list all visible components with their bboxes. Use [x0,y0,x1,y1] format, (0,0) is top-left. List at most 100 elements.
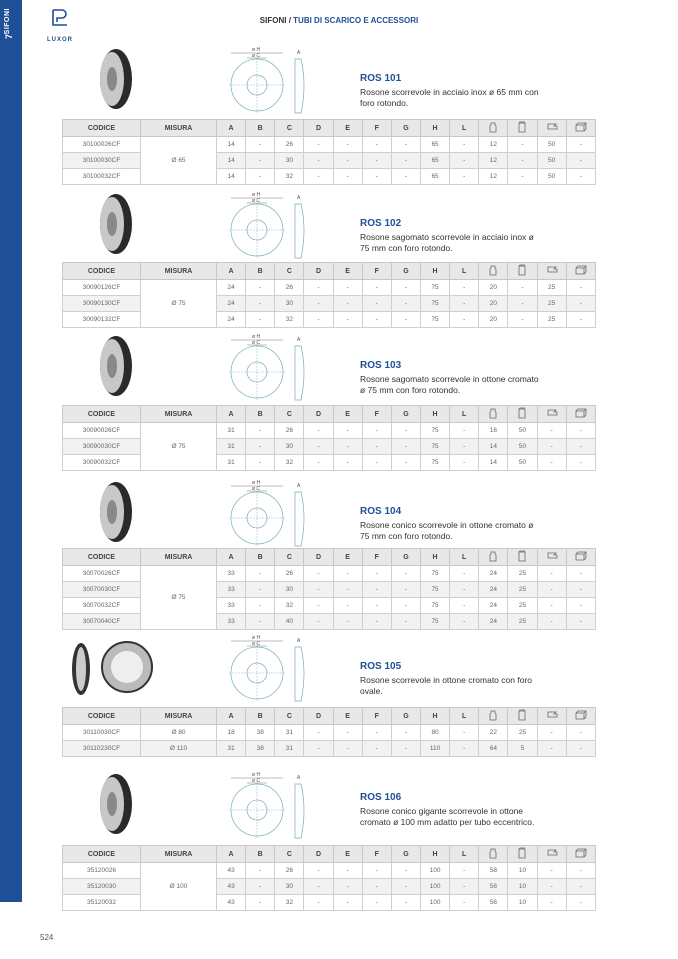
value-cell: 65 [419,152,451,169]
value-cell: - [245,613,276,630]
value-cell: 100 [419,894,451,911]
table-row: 30090130CF 24-30- - - -75-20-25- [62,295,597,312]
spec-table: CODICE MISURA A B C D E F G H L 35120026 Ø 100 43-26-… [62,845,597,911]
value-cell: - [565,862,597,879]
product-title: ROS 106 [360,792,402,803]
value-cell: - [361,862,392,879]
value-cell: 24 [215,295,247,312]
value-cell: - [332,894,363,911]
value-cell: 14 [215,136,247,153]
value-cell: 75 [419,454,451,471]
svg-text:ø H: ø H [252,334,260,340]
value-cell: 24 [478,581,509,598]
value-cell: - [449,168,480,185]
value-cell: - [536,565,567,582]
column-header-icon [507,845,538,863]
value-cell: - [507,152,538,169]
svg-text:ø C: ø C [252,198,260,204]
value-cell: - [390,136,421,153]
pack-icon [547,409,558,416]
value-cell: 10 [507,878,538,895]
value-cell: 26 [274,279,305,296]
value-cell: 75 [419,581,451,598]
value-cell: 24 [478,613,509,630]
value-cell: 24 [215,311,247,328]
table-row: 35120032 43-32- - - -100-56 10- - [62,894,597,911]
column-header: L [449,845,480,863]
value-cell: - [303,136,334,153]
column-header: L [449,707,480,725]
column-header: D [303,405,334,423]
carton-icon [575,710,587,720]
value-cell: 14 [215,152,247,169]
value-cell: - [332,724,363,741]
product-title: ROS 102 [360,218,402,229]
column-header-icon [565,262,597,280]
column-header: G [390,707,421,725]
value-cell: - [390,724,421,741]
column-header: CODICE [62,119,141,137]
column-header: CODICE [62,845,141,863]
column-header: E [332,119,363,137]
value-cell: 22 [478,724,509,741]
column-header: G [390,845,421,863]
table-header: CODICE MISURA A B C D E F G H L [62,548,597,566]
value-cell: - [390,454,421,471]
product-description: Rosone conico gigante scorrevole in otto… [360,806,535,827]
spec-table: CODICE MISURA A B C D E F G H L 30110030CF Ø 80 18 38 3… [62,707,597,757]
column-header: D [303,119,334,137]
column-header: D [303,707,334,725]
value-cell: - [565,438,597,455]
value-cell: - [303,454,334,471]
value-cell: - [332,454,363,471]
value-cell: - [565,136,597,153]
code-cell: 30110230CF [62,740,141,757]
value-cell: - [245,422,276,439]
value-cell: 56 [478,878,509,895]
value-cell: - [449,311,480,328]
value-cell: - [565,152,597,169]
column-header: A [215,548,247,566]
value-cell: - [390,581,421,598]
value-cell: - [390,597,421,614]
value-cell: - [565,565,597,582]
column-header-icon [536,262,567,280]
table-row: 30110030CF Ø 80 18 38 31- - - -80-22 25- - [62,724,597,741]
value-cell: - [332,597,363,614]
value-cell: 50 [536,152,567,169]
value-cell: - [361,438,392,455]
value-cell: - [332,311,363,328]
value-cell: 30 [274,878,305,895]
value-cell: 25 [536,311,567,328]
column-header-icon [478,405,509,423]
value-cell: - [536,422,567,439]
box-icon [519,847,526,859]
value-cell: - [390,613,421,630]
value-cell: 25 [507,724,538,741]
value-cell: 58 [478,862,509,879]
column-header: B [245,119,276,137]
svg-text:ø C: ø C [252,53,260,59]
value-cell: - [565,422,597,439]
value-cell: 65 [419,168,451,185]
spec-table: CODICE MISURA A B C D E F G H L 30090026CF Ø 75 31-26… [62,405,597,471]
weight-icon [489,848,497,859]
spec-table: CODICE MISURA A B C D E F G H L 30070026CF Ø 75 33-26… [62,548,597,630]
value-cell: - [303,152,334,169]
column-header: CODICE [62,405,141,423]
value-cell: 24 [478,597,509,614]
svg-text:A: A [297,337,301,343]
value-cell: - [303,279,334,296]
column-header: F [361,548,392,566]
column-header-icon [565,548,597,566]
value-cell: - [303,597,334,614]
column-header-icon [536,845,567,863]
value-cell: - [332,279,363,296]
value-cell: 110 [419,740,451,757]
value-cell: - [303,438,334,455]
column-header: D [303,548,334,566]
column-header: MISURA [140,262,217,280]
svg-text:A: A [297,50,301,56]
table-row: 30100030CF 14-30- - - -65-12-50- [62,152,597,169]
value-cell: - [565,581,597,598]
